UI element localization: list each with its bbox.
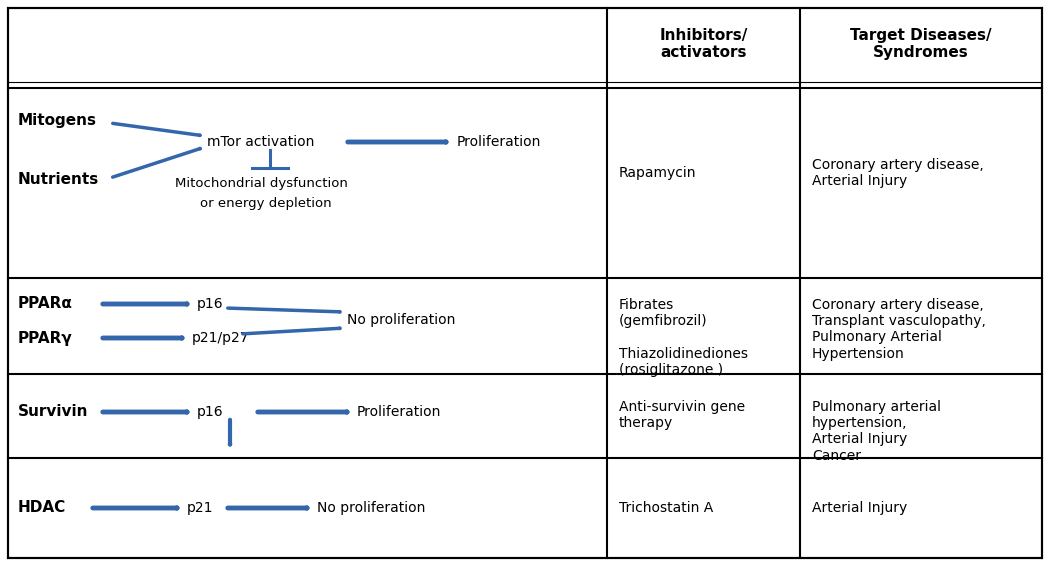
Text: p16: p16 [197,297,224,311]
Text: Rapamycin: Rapamycin [618,166,696,180]
Text: Proliferation: Proliferation [357,405,441,419]
Text: HDAC: HDAC [18,500,66,516]
Text: or energy depletion: or energy depletion [200,197,332,210]
Text: Mitochondrial dysfunction: Mitochondrial dysfunction [175,177,348,190]
Text: p16: p16 [197,405,224,419]
Text: Target Diseases/
Syndromes: Target Diseases/ Syndromes [850,28,992,60]
Text: Coronary artery disease,
Arterial Injury: Coronary artery disease, Arterial Injury [812,158,984,188]
Text: Arterial Injury: Arterial Injury [812,501,907,515]
Text: Inhibitors/
activators: Inhibitors/ activators [659,28,748,60]
Text: Mitogens: Mitogens [18,112,97,127]
Text: PPARγ: PPARγ [18,331,72,345]
Text: Nutrients: Nutrients [18,173,100,187]
Text: mTor activation: mTor activation [207,135,314,149]
Text: Pulmonary arterial
hypertension,
Arterial Injury
Cancer: Pulmonary arterial hypertension, Arteria… [812,400,941,462]
Text: No proliferation: No proliferation [346,313,456,327]
Text: No proliferation: No proliferation [317,501,425,515]
Text: Survivin: Survivin [18,404,88,420]
Text: Fibrates
(gemfibrozil)

Thiazolidinediones
(rosiglitazone ): Fibrates (gemfibrozil) Thiazolidinedione… [618,298,748,377]
Text: PPARα: PPARα [18,296,72,311]
Text: Coronary artery disease,
Transplant vasculopathy,
Pulmonary Arterial
Hypertensio: Coronary artery disease, Transplant vasc… [812,298,986,361]
Text: p21/p27: p21/p27 [192,331,250,345]
Text: Proliferation: Proliferation [457,135,542,149]
Text: Anti-survivin gene
therapy: Anti-survivin gene therapy [618,400,745,430]
Text: p21: p21 [187,501,213,515]
Text: Trichostatin A: Trichostatin A [618,501,713,515]
